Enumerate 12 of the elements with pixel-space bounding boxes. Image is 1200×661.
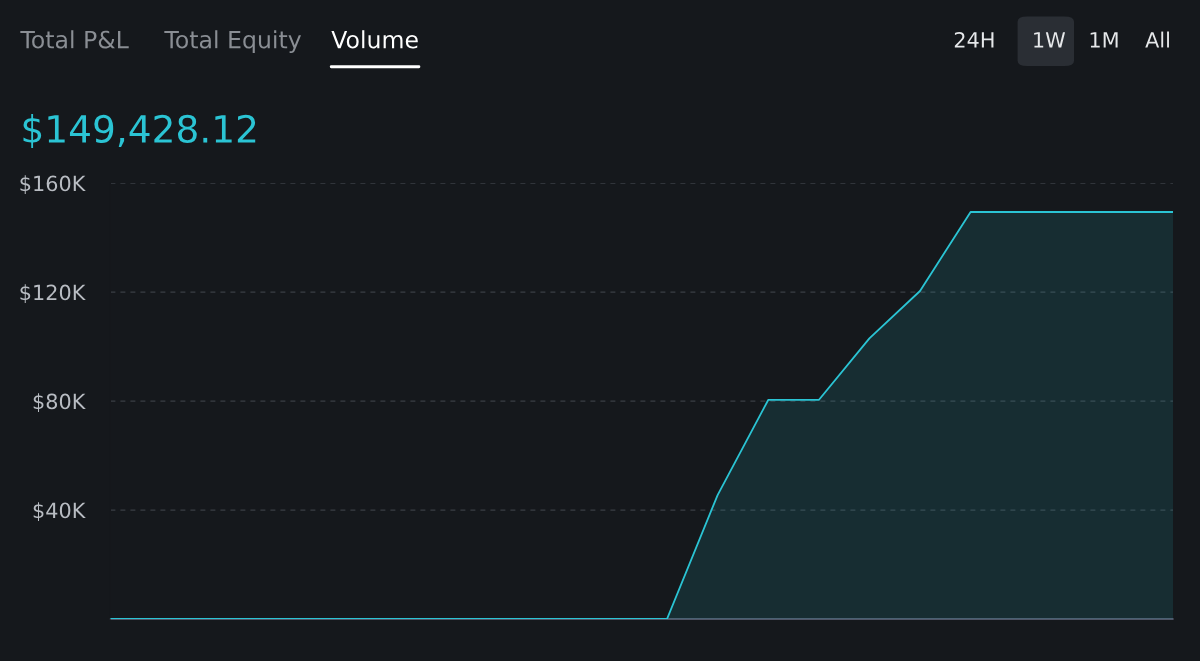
text: Total P&L	[20, 30, 129, 49]
y-tick-label: $80K	[33, 393, 86, 413]
text: Volume	[331, 30, 418, 49]
y-tick-label: $160K	[20, 175, 86, 195]
y-tick-label: $40K	[33, 502, 86, 522]
text: 1M	[1090, 32, 1118, 48]
text: All	[1145, 31, 1169, 48]
y-tick-label: $120K	[20, 284, 86, 304]
text: Total Equity	[164, 30, 301, 54]
text: 1W	[1034, 32, 1066, 48]
text: 24H	[954, 31, 994, 48]
chart-title: $149,428.12	[23, 114, 256, 149]
